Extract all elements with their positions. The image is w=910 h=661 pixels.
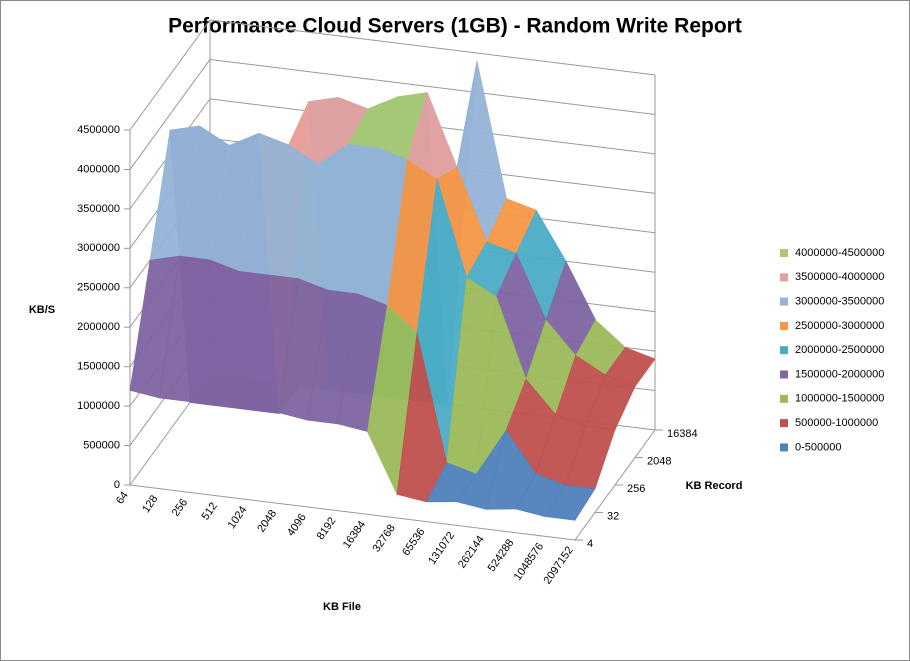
- x-axis: [129, 484, 576, 541]
- grid-line: [129, 59, 211, 170]
- legend-label: 0-500000: [795, 441, 842, 453]
- legend-label: 2000000-2500000: [795, 344, 884, 356]
- y-tick-label: 32: [607, 510, 619, 522]
- legend-label: 3500000-4000000: [795, 271, 884, 283]
- grid-line: [209, 58, 656, 115]
- chart-title: Performance Cloud Servers (1GB) - Random…: [168, 15, 742, 38]
- y-tick-label: 256: [627, 483, 645, 495]
- z-tick-label: 3500000: [77, 203, 120, 215]
- legend-swatch: [780, 394, 788, 403]
- z-tick-label: 4500000: [77, 124, 120, 136]
- z-tick-label: 1000000: [77, 400, 120, 412]
- legend-swatch: [780, 321, 788, 330]
- surface-cell: [544, 484, 596, 521]
- legend-label: 4000000-4500000: [795, 247, 884, 259]
- z-tick-label: 1500000: [77, 361, 120, 373]
- legend-swatch: [780, 370, 788, 379]
- z-tick-label: 4000000: [77, 163, 120, 175]
- y-tick-label: 2048: [647, 455, 671, 467]
- legend-swatch: [780, 346, 788, 355]
- legend-label: 1000000-1500000: [795, 393, 884, 405]
- legend-swatch: [780, 249, 788, 257]
- y-axis-title: KB Record: [686, 480, 743, 492]
- legend-swatch: [780, 443, 788, 452]
- legend-label: 1500000-2000000: [795, 368, 884, 380]
- grid-line: [209, 19, 656, 76]
- y-tick-label: 4: [587, 538, 593, 550]
- x-tick-label: 64: [114, 490, 131, 507]
- z-tick-label: 2000000: [77, 321, 120, 333]
- legend-swatch: [780, 419, 788, 428]
- legend-label: 3000000-3500000: [795, 296, 884, 308]
- y-tick-label: 16384: [667, 428, 698, 440]
- z-tick-label: 3000000: [77, 242, 120, 254]
- grid-line: [129, 19, 211, 131]
- legend-label: 2500000-3000000: [795, 320, 884, 332]
- z-axis-title: KB/S: [29, 304, 55, 316]
- z-tick-label: 0: [114, 479, 120, 491]
- z-tick-label: 2500000: [77, 282, 120, 294]
- x-axis-title: KB File: [323, 601, 361, 613]
- legend-swatch: [780, 297, 788, 306]
- z-tick-label: 500000: [83, 439, 120, 451]
- legend-swatch: [780, 273, 788, 282]
- legend-label: 500000-1000000: [795, 417, 878, 429]
